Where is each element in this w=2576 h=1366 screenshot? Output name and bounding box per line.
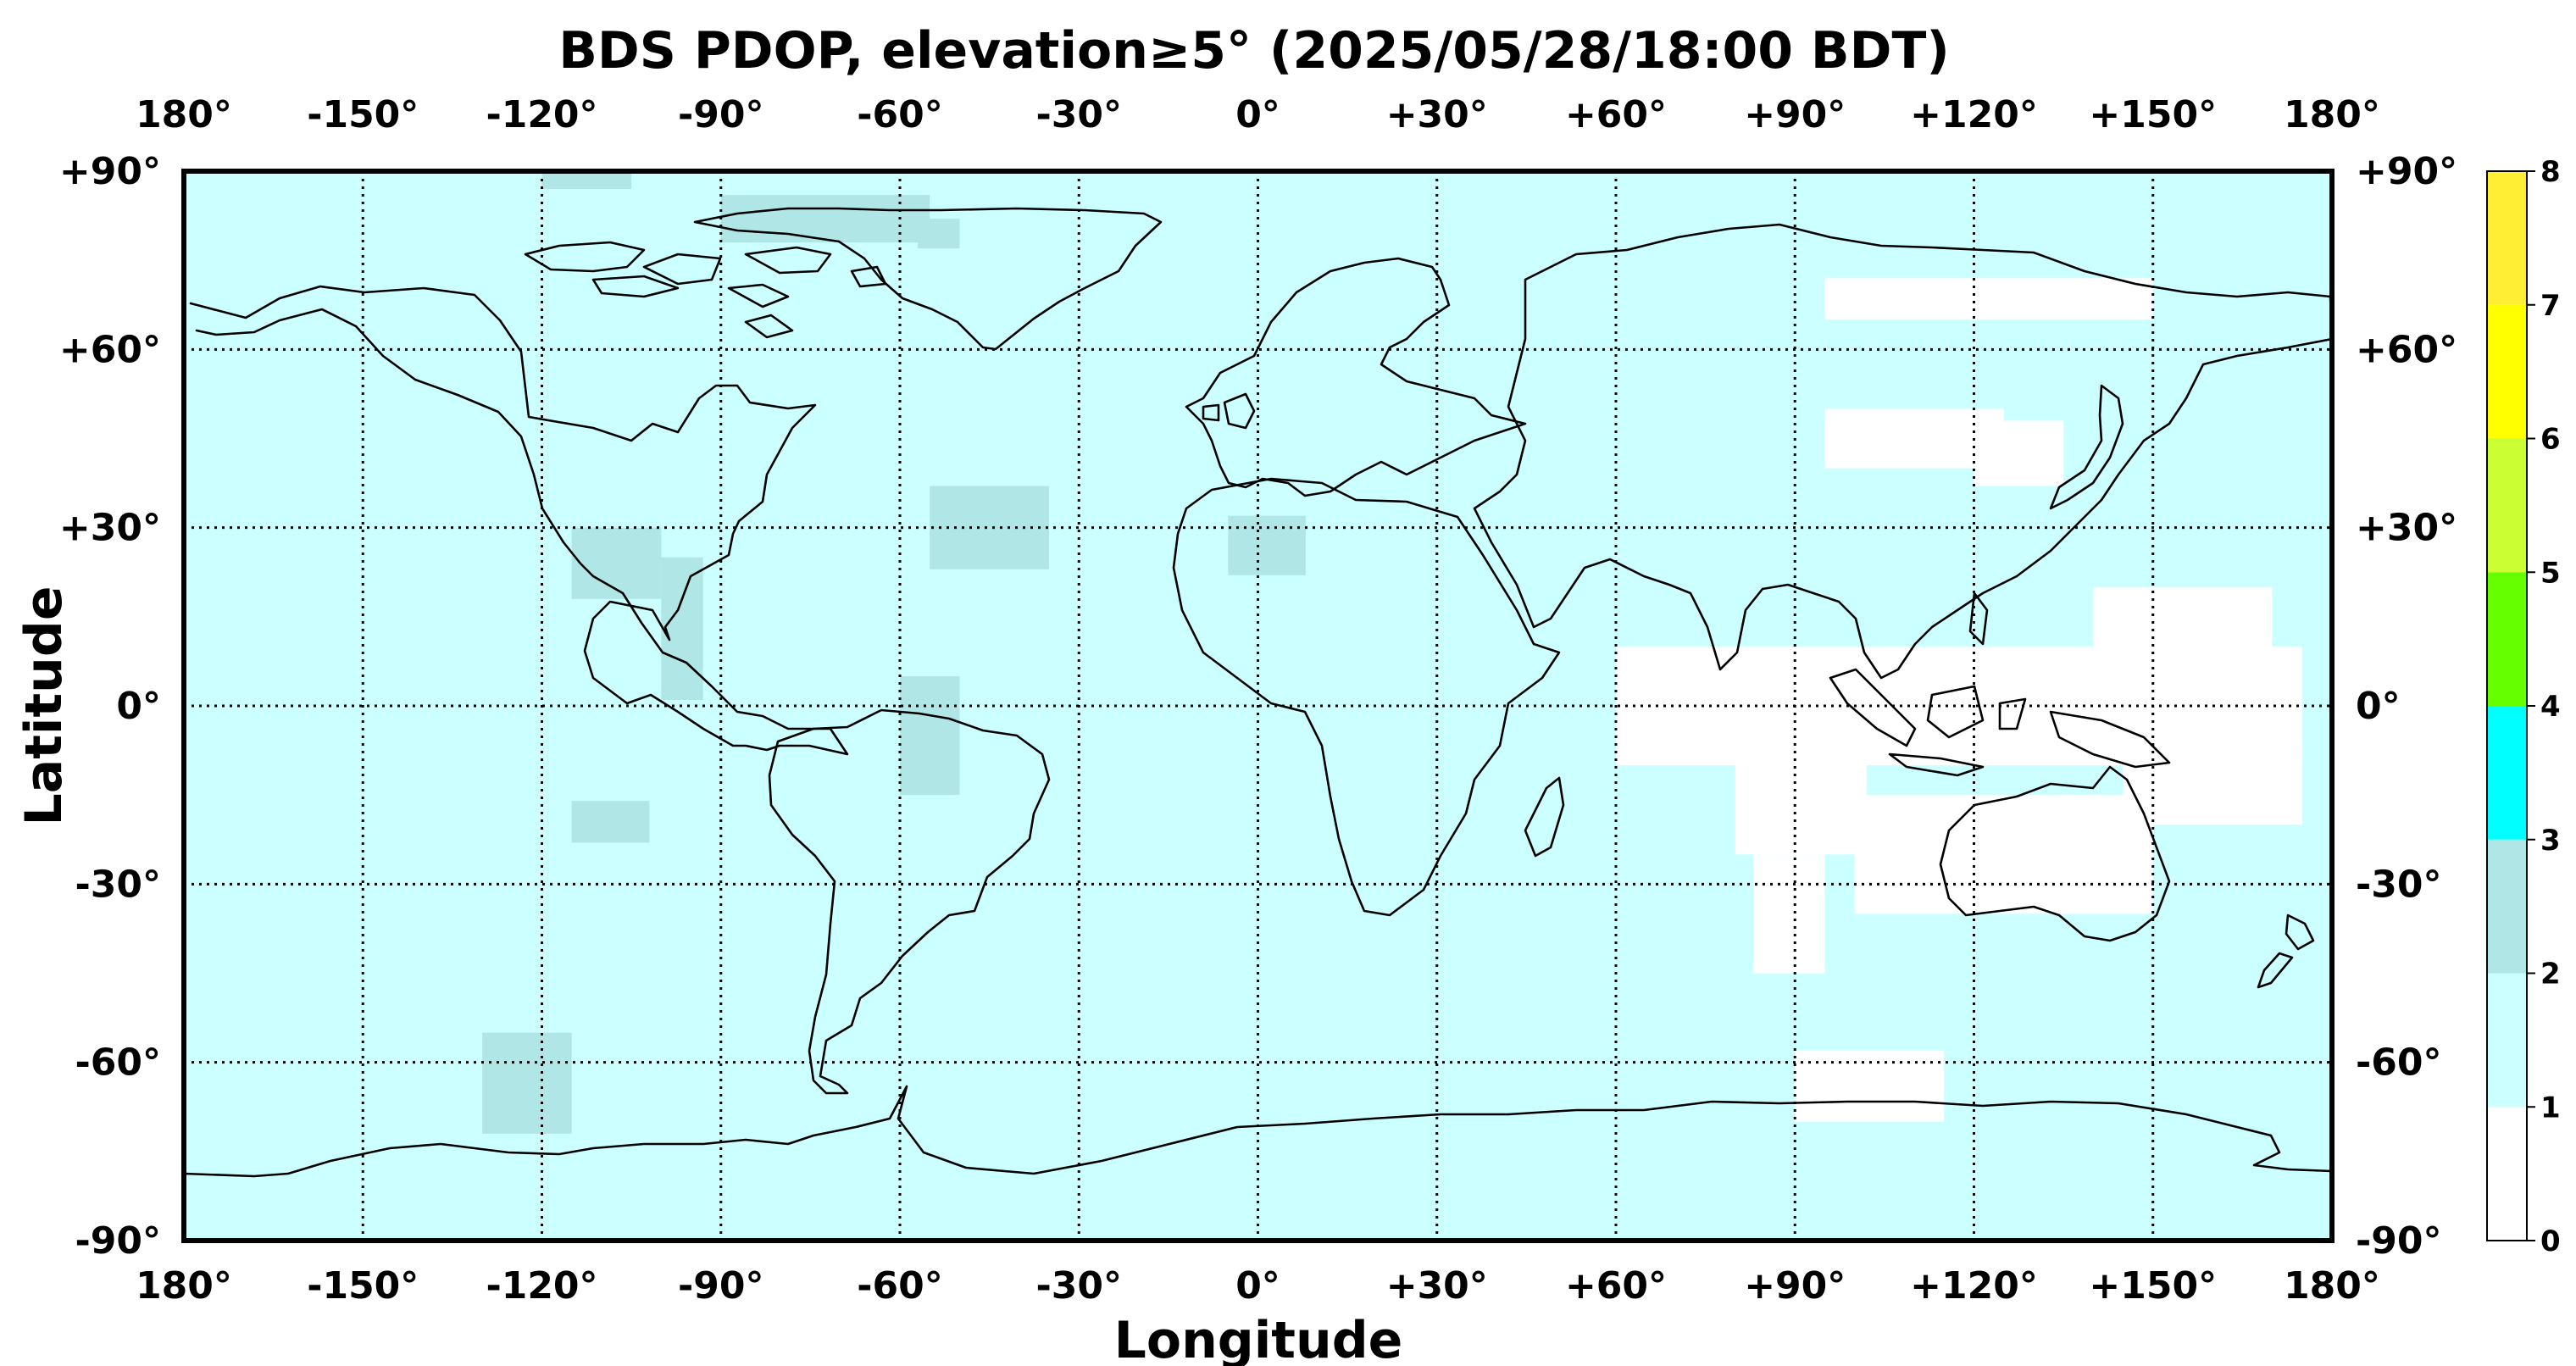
pdop-region-2 bbox=[918, 219, 960, 249]
colorbar-tick-label: 4 bbox=[2540, 690, 2561, 724]
pdop-regions bbox=[482, 171, 2302, 1134]
graticule bbox=[184, 171, 2332, 1241]
pdop-region-12 bbox=[1974, 420, 2064, 486]
pdop-region-17 bbox=[2093, 586, 2273, 647]
x-tick-label-bottom: 0° bbox=[1235, 1264, 1280, 1308]
coastline-uk-ireland bbox=[1202, 392, 1256, 430]
y-tick-label-right: +90° bbox=[2356, 150, 2457, 193]
pdop-region-16 bbox=[1854, 795, 2153, 914]
x-tick-label-top: -90° bbox=[678, 93, 764, 136]
colorbar-tick-label: 0 bbox=[2540, 1224, 2561, 1258]
x-tick-label-bottom: 180° bbox=[2284, 1264, 2380, 1308]
x-tick-label-bottom: -30° bbox=[1036, 1264, 1123, 1308]
colorbar-tick-label: 1 bbox=[2540, 1091, 2561, 1124]
x-tick-label-bottom: -60° bbox=[857, 1264, 943, 1308]
y-tick-label-right: +60° bbox=[2356, 328, 2457, 371]
colorbar-tick-label: 8 bbox=[2540, 155, 2561, 189]
y-tick-label-right: 0° bbox=[2356, 685, 2401, 728]
colorbar-bin-4 bbox=[2487, 572, 2527, 706]
colorbar-tick-label: 5 bbox=[2540, 556, 2561, 590]
plot-frame bbox=[181, 169, 2334, 1243]
pdop-region-10 bbox=[1824, 278, 2153, 320]
pdop-region-8 bbox=[571, 801, 650, 843]
pdop-region-14 bbox=[1646, 706, 1735, 766]
pdop-region-0 bbox=[541, 171, 632, 190]
x-tick-label-top: 180° bbox=[136, 93, 232, 136]
coastline-antarctica bbox=[184, 1085, 2332, 1178]
pdop-region-9 bbox=[482, 1032, 572, 1134]
x-tick-label-bottom: +120° bbox=[1910, 1264, 2038, 1308]
colorbar-bin-7 bbox=[2487, 171, 2527, 305]
y-tick-label-right: -60° bbox=[2356, 1041, 2442, 1085]
x-tick-label-bottom: -120° bbox=[486, 1264, 597, 1308]
pdop-region-4 bbox=[661, 557, 703, 700]
y-tick-label-right: -90° bbox=[2356, 1219, 2442, 1263]
x-tick-label-bottom: 180° bbox=[136, 1264, 232, 1308]
pdop-region-5 bbox=[930, 486, 1050, 569]
x-tick-label-bottom: +60° bbox=[1565, 1264, 1667, 1308]
colorbar-tick-label: 2 bbox=[2540, 958, 2561, 991]
x-tick-label-bottom: -150° bbox=[307, 1264, 419, 1308]
x-tick-label-top: 180° bbox=[2284, 93, 2380, 136]
x-tick-label-top: +120° bbox=[1910, 93, 2038, 136]
pdop-region-3 bbox=[571, 527, 662, 599]
plot-area bbox=[181, 169, 2334, 1243]
coastline-greenland bbox=[693, 207, 1163, 351]
x-tick-label-bottom: +30° bbox=[1386, 1264, 1488, 1308]
x-tick-label-top: -150° bbox=[307, 93, 419, 136]
y-tick-label-left: +30° bbox=[59, 507, 161, 550]
pdop-region-1 bbox=[720, 195, 930, 243]
x-tick-label-top: +60° bbox=[1565, 93, 1667, 136]
y-axis-label: Latitude bbox=[14, 586, 74, 825]
x-tick-label-top: -30° bbox=[1036, 93, 1123, 136]
y-tick-label-left: +60° bbox=[59, 328, 161, 371]
colorbar-bin-5 bbox=[2487, 438, 2527, 573]
coastlines bbox=[184, 207, 2332, 1178]
colorbar-bin-3 bbox=[2487, 706, 2527, 840]
coastline-asia bbox=[1473, 223, 2332, 680]
pdop-region-6 bbox=[1228, 515, 1306, 575]
colorbar-bin-6 bbox=[2487, 304, 2527, 439]
x-tick-label-bottom: -90° bbox=[678, 1264, 764, 1308]
coastline-new-zealand bbox=[2257, 913, 2315, 989]
x-tick-label-bottom: +90° bbox=[1744, 1264, 1846, 1308]
y-tick-label-left: -60° bbox=[75, 1041, 162, 1085]
colorbar-bin-1 bbox=[2487, 973, 2527, 1108]
coastline-arctic-islands bbox=[524, 241, 887, 339]
y-tick-label-left: +90° bbox=[59, 150, 161, 193]
x-tick-label-top: +150° bbox=[2089, 93, 2217, 136]
y-tick-label-right: -30° bbox=[2356, 863, 2442, 906]
x-tick-label-top: 0° bbox=[1235, 93, 1280, 136]
x-tick-label-bottom: +150° bbox=[2089, 1264, 2217, 1308]
coastline-japan bbox=[2049, 384, 2124, 510]
x-tick-label-top: -60° bbox=[857, 93, 943, 136]
colorbar-tick-label: 6 bbox=[2540, 423, 2561, 457]
colorbar-bin-0 bbox=[2487, 1107, 2527, 1241]
colorbar-bin-2 bbox=[2487, 839, 2527, 974]
colorbar-tick-label: 3 bbox=[2540, 824, 2561, 858]
x-tick-label-top: +90° bbox=[1744, 93, 1846, 136]
pdop-region-15 bbox=[1735, 736, 1867, 855]
colorbar-tick-label: 7 bbox=[2540, 289, 2561, 323]
coastline-south-america bbox=[768, 708, 1051, 1095]
pdop-region-19 bbox=[1752, 854, 1825, 974]
axis-ticks: 180° 180° -150° -150° -120° -120° -90° -90° -60°… bbox=[59, 93, 2457, 1308]
coastline-north-america bbox=[189, 285, 849, 756]
x-tick-label-top: +30° bbox=[1386, 93, 1488, 136]
y-tick-label-right: +30° bbox=[2356, 507, 2457, 550]
y-tick-label-left: 0° bbox=[116, 685, 161, 728]
x-axis-label: Longitude bbox=[1114, 1311, 1403, 1366]
pdop-region-7 bbox=[900, 675, 960, 796]
y-tick-label-left: -90° bbox=[75, 1219, 162, 1263]
y-tick-label-left: -30° bbox=[75, 863, 162, 906]
colorbar: 0 1 2 3 4 5 6 7 8 bbox=[2486, 155, 2561, 1258]
coastline-australia bbox=[1939, 765, 2171, 942]
pdop-region-18 bbox=[2123, 736, 2302, 825]
coastline-africa bbox=[1172, 477, 1561, 917]
coastline-maritime-se-asia bbox=[1829, 591, 2171, 777]
x-tick-label-top: -120° bbox=[486, 93, 597, 136]
coastline-madagascar bbox=[1524, 776, 1565, 858]
chart-title: BDS PDOP, elevation≥5° (2025/05/28/18:00… bbox=[558, 21, 1950, 81]
